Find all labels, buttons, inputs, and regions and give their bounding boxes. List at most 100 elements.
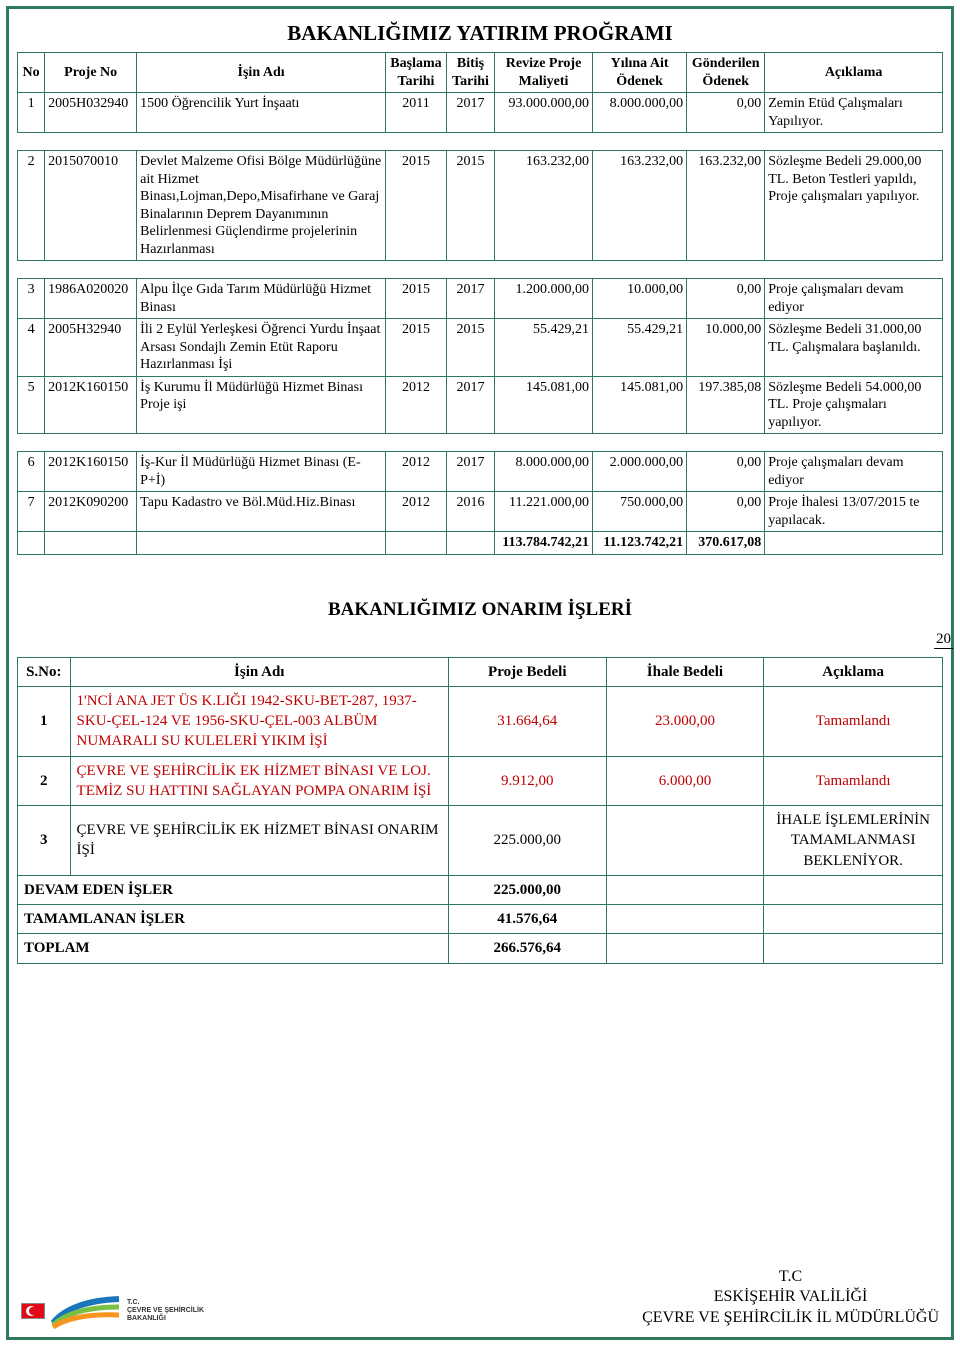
cell-bit: 2016 (446, 492, 494, 532)
cell-pno: 2005H32940 (45, 319, 137, 377)
footer-text: T.C ESKİŞEHİR VALİLİĞİ ÇEVRE VE ŞEHİRCİL… (642, 1267, 939, 1329)
table-row: 62012K160150İş-Kur İl Müdürlüğü Hizmet B… (18, 452, 943, 492)
cell-bit: 2015 (446, 319, 494, 377)
cell-sno: 2 (18, 756, 71, 806)
t1-body: 12005H0329401500 Öğrencilik Yurt İnşaatı… (18, 93, 943, 555)
cell-ad: 1500 Öğrencilik Yurt İnşaatı (137, 93, 386, 133)
cell-acik: Sözleşme Bedeli 31.000,00 TL. Çalışmalar… (765, 319, 943, 377)
summary-label: TAMAMLANAN İŞLER (18, 905, 449, 934)
cell-rev: 1.200.000,00 (495, 279, 593, 319)
cell-pno: 2012K160150 (45, 452, 137, 492)
cell-bit: 2017 (446, 279, 494, 319)
ministry-logo: T.C. ÇEVRE VE ŞEHİRCİLİK BAKANLIĞI (21, 1293, 204, 1329)
cell-bas: 2012 (385, 492, 446, 532)
cell-gon: 0,00 (687, 93, 765, 133)
t1-col-ad: İşin Adı (137, 53, 386, 93)
table-row: 31986A020020Alpu İlçe Gıda Tarım Müdürlü… (18, 279, 943, 319)
cell-yil: 750.000,00 (593, 492, 687, 532)
t1-col-acik: Açıklama (765, 53, 943, 93)
cell-bas: 2015 (385, 279, 446, 319)
cell-bas: 2012 (385, 452, 446, 492)
total-gon: 370.617,08 (687, 532, 765, 555)
logo-text-1: T.C. (127, 1299, 204, 1307)
cell-pno: 2012K090200 (45, 492, 137, 532)
cell-ad: Alpu İlçe Gıda Tarım Müdürlüğü Hizmet Bi… (137, 279, 386, 319)
cell-bed: 225.000,00 (448, 806, 606, 876)
cell-rev: 11.221.000,00 (495, 492, 593, 532)
table-row: 3ÇEVRE VE ŞEHİRCİLİK EK HİZMET BİNASI ON… (18, 806, 943, 876)
cell-bit: 2017 (446, 452, 494, 492)
cell-bit: 2015 (446, 151, 494, 261)
cell-gon: 0,00 (687, 492, 765, 532)
cell-sno: 1 (18, 686, 71, 756)
cell-yil: 8.000.000,00 (593, 93, 687, 133)
t1-col-gon: Gönderilen Ödenek (687, 53, 765, 93)
footer-line1: T.C (642, 1267, 939, 1288)
cell-acik: Sözleşme Bedeli 54.000,00 TL. Proje çalı… (765, 376, 943, 434)
cell-ad: Tapu Kadastro ve Böl.Müd.Hiz.Binası (137, 492, 386, 532)
table-row: 42005H32940İli 2 Eylül Yerleşkesi Öğrenc… (18, 319, 943, 377)
cell-yil: 163.232,00 (593, 151, 687, 261)
summary-val: 225.000,00 (448, 875, 606, 904)
cell-acik: Tamamlandı (764, 686, 943, 756)
investment-program-table: No Proje No İşin Adı Başlama Tarihi Biti… (17, 52, 943, 555)
cell-bas: 2015 (385, 319, 446, 377)
page-frame: 20 BAKANLIĞIMIZ YATIRIM PROĞRAMI No Proj… (6, 6, 954, 1340)
cell-acik: Sözleşme Bedeli 29.000,00 TL. Beton Test… (765, 151, 943, 261)
t2-col-iha: İhale Bedeli (606, 657, 764, 686)
cell-bit: 2017 (446, 376, 494, 434)
t1-head: No Proje No İşin Adı Başlama Tarihi Biti… (18, 53, 943, 93)
cell-no: 2 (18, 151, 45, 261)
summary-label: TOPLAM (18, 934, 449, 963)
cell-ad: İli 2 Eylül Yerleşkesi Öğrenci Yurdu İnş… (137, 319, 386, 377)
t2-col-ad: İşin Adı (70, 657, 448, 686)
cell-ad: Devlet Malzeme Ofisi Bölge Müdürlüğüne a… (137, 151, 386, 261)
table-row: 22015070010Devlet Malzeme Ofisi Bölge Mü… (18, 151, 943, 261)
footer: T.C. ÇEVRE VE ŞEHİRCİLİK BAKANLIĞI T.C E… (21, 1267, 939, 1329)
table-row: 11'NCİ ANA JET ÜS K.LIĞI 1942-SKU-BET-28… (18, 686, 943, 756)
cell-gon: 0,00 (687, 452, 765, 492)
logo-text: T.C. ÇEVRE VE ŞEHİRCİLİK BAKANLIĞI (127, 1299, 204, 1322)
totals-row: 113.784.742,2111.123.742,21370.617,08 (18, 532, 943, 555)
t2-body: 11'NCİ ANA JET ÜS K.LIĞI 1942-SKU-BET-28… (18, 686, 943, 963)
cell-gon: 197.385,08 (687, 376, 765, 434)
cell-acik: Proje İhalesi 13/07/2015 te yapılacak. (765, 492, 943, 532)
summary-val: 266.576,64 (448, 934, 606, 963)
cell-bed: 31.664,64 (448, 686, 606, 756)
cell-iha: 6.000,00 (606, 756, 764, 806)
cell-acik: Proje çalışmaları devam ediyor (765, 279, 943, 319)
summary-val: 41.576,64 (448, 905, 606, 934)
cell-acik: Tamamlandı (764, 756, 943, 806)
cell-no: 1 (18, 93, 45, 133)
segment-gap (18, 133, 943, 151)
cell-rev: 93.000.000,00 (495, 93, 593, 133)
cell-sno: 3 (18, 806, 71, 876)
cell-gon: 10.000,00 (687, 319, 765, 377)
cell-no: 4 (18, 319, 45, 377)
repair-works-table: S.No: İşin Adı Proje Bedeli İhale Bedeli… (17, 657, 943, 964)
cell-yil: 145.081,00 (593, 376, 687, 434)
summary-row: TOPLAM266.576,64 (18, 934, 943, 963)
cell-rev: 55.429,21 (495, 319, 593, 377)
cell-yil: 2.000.000,00 (593, 452, 687, 492)
cell-no: 6 (18, 452, 45, 492)
cell-rev: 163.232,00 (495, 151, 593, 261)
total-rev: 113.784.742,21 (495, 532, 593, 555)
summary-row: TAMAMLANAN İŞLER41.576,64 (18, 905, 943, 934)
cell-bas: 2012 (385, 376, 446, 434)
cell-acik: Zemin Etüd Çalışmaları Yapılıyor. (765, 93, 943, 133)
t1-col-yil: Yılına Ait Ödenek (593, 53, 687, 93)
cell-no: 3 (18, 279, 45, 319)
page-number: 20 (934, 631, 953, 649)
total-yil: 11.123.742,21 (593, 532, 687, 555)
cell-iha: 23.000,00 (606, 686, 764, 756)
cell-gon: 163.232,00 (687, 151, 765, 261)
cell-pno: 2012K160150 (45, 376, 137, 434)
cell-rev: 8.000.000,00 (495, 452, 593, 492)
cell-iha (606, 806, 764, 876)
table-row: 2ÇEVRE VE ŞEHİRCİLİK EK HİZMET BİNASI VE… (18, 756, 943, 806)
cell-bas: 2015 (385, 151, 446, 261)
t2-col-sno: S.No: (18, 657, 71, 686)
t2-col-bed: Proje Bedeli (448, 657, 606, 686)
cell-pno: 2015070010 (45, 151, 137, 261)
